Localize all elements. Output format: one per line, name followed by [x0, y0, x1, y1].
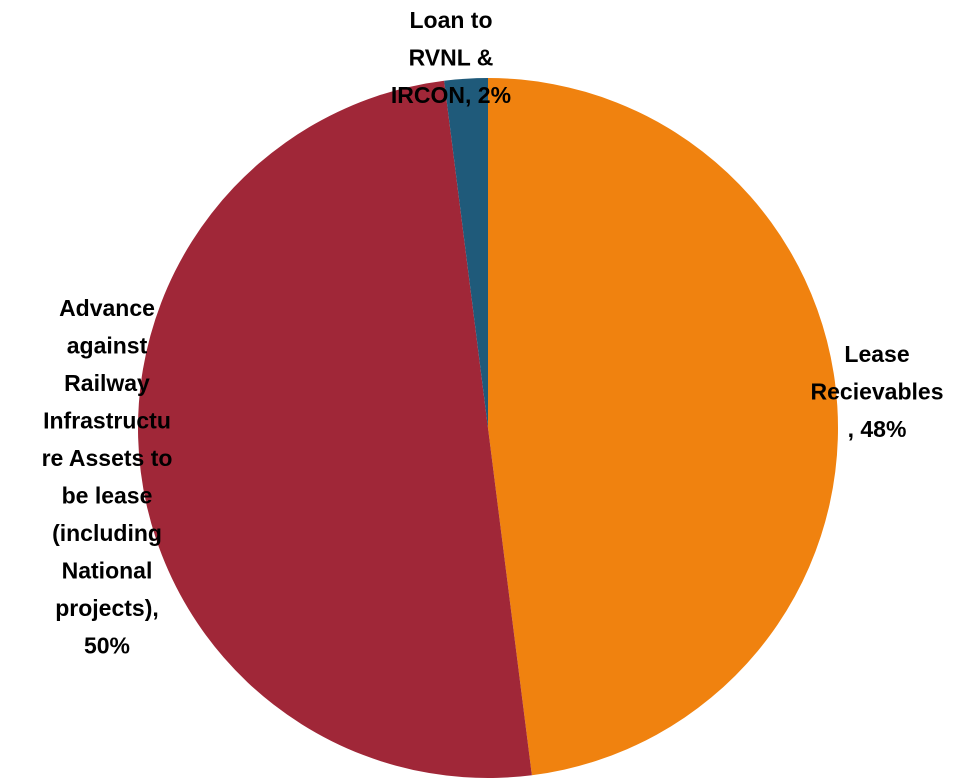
pie-labels: Lease Recievables , 48% Advance against Railw…: [42, 7, 944, 659]
slice-label-line: IRCON, 2%: [391, 82, 511, 108]
slice-label-1: Advance against Railway Infrastructu re Asse…: [42, 295, 173, 659]
slice-label-line: Recievables: [811, 379, 944, 405]
slice-label-line: Railway: [64, 370, 150, 396]
slice-label-line: , 48%: [848, 416, 907, 442]
slice-label-line: 50%: [84, 633, 130, 659]
slice-label-line: against: [67, 333, 148, 359]
slice-label-line: Loan to: [409, 7, 492, 33]
slice-label-0: Lease Recievables , 48%: [811, 341, 944, 442]
slice-label-2: Loan to RVNL & IRCON, 2%: [391, 7, 511, 108]
pie-slice-0: [488, 78, 839, 776]
slice-label-line: be lease: [62, 483, 153, 509]
slice-label-line: Advance: [59, 295, 155, 321]
slice-label-line: projects),: [55, 595, 159, 621]
pie-slice-1: [138, 80, 532, 779]
slice-label-line: National: [62, 558, 153, 584]
slice-label-line: re Assets to: [42, 445, 173, 471]
pie-slices: [138, 78, 839, 779]
slice-label-line: Lease: [844, 341, 909, 367]
slice-label-line: Infrastructu: [43, 408, 171, 434]
slice-label-line: RVNL &: [409, 45, 494, 71]
pie-slice-2: [444, 78, 488, 428]
slice-label-line: (including: [52, 520, 162, 546]
